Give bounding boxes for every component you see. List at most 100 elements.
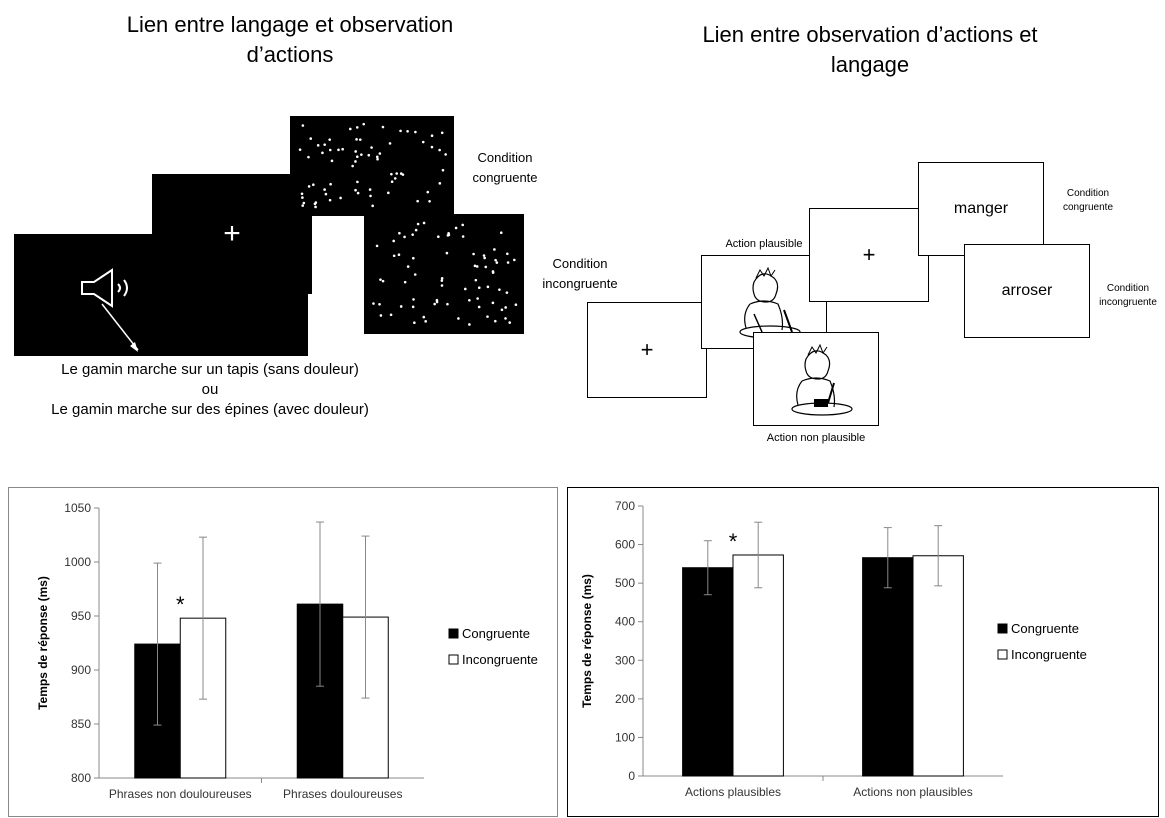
- significance-star: *: [176, 592, 185, 617]
- light-dot: [461, 235, 465, 238]
- light-dot: [504, 306, 507, 309]
- y-tick-label: 0: [628, 769, 635, 783]
- light-dot: [498, 288, 501, 291]
- y-tick-label: 500: [615, 576, 635, 590]
- word-incongruent: arroser: [1001, 282, 1053, 299]
- light-dot: [457, 317, 460, 320]
- bar: [862, 557, 914, 777]
- bar-chart-right: 0 100 200 300 400 500 600 700 Temps de réponse (…: [580, 499, 1087, 799]
- legend-label: Incongruente: [462, 652, 538, 667]
- x-tick-label: Phrases douloureuses: [283, 787, 402, 801]
- chart-panel-left: 800 850 900 950 1000 1050 Temps de réponse (ms…: [8, 487, 558, 817]
- light-dot: [447, 232, 450, 235]
- dots-screen-incongruent: [364, 214, 524, 334]
- light-dot: [491, 301, 495, 305]
- light-dot: [372, 302, 375, 305]
- y-tick-label: 800: [71, 771, 91, 785]
- light-dot: [399, 172, 403, 175]
- light-dot: [430, 145, 434, 149]
- fixation-cross-left: +: [223, 217, 241, 250]
- light-dot: [376, 157, 379, 161]
- light-dot: [356, 191, 360, 195]
- light-dot: [508, 321, 512, 324]
- light-dot: [399, 129, 402, 133]
- y-tick-label: 200: [615, 692, 635, 706]
- light-dot: [375, 155, 379, 159]
- word-screen-incongruent: arroser: [964, 244, 1090, 338]
- light-dot: [379, 314, 383, 317]
- light-dot: [421, 140, 425, 144]
- light-dot: [416, 222, 420, 226]
- light-dot: [406, 265, 410, 268]
- y-axis-label: Temps de réponse (ms): [580, 574, 594, 708]
- light-dot: [341, 147, 344, 151]
- light-dot: [355, 126, 359, 129]
- light-dot: [413, 321, 416, 325]
- word-screen-congruent: manger: [918, 162, 1044, 256]
- light-dot: [355, 138, 358, 141]
- light-dot: [302, 201, 306, 205]
- light-dot: [412, 256, 415, 260]
- x-tick-label: Phrases non douloureuses: [109, 787, 252, 801]
- y-tick-label: 400: [615, 615, 635, 629]
- light-dot: [301, 196, 304, 199]
- light-dot: [444, 153, 447, 156]
- light-dot: [513, 258, 516, 262]
- light-dot: [378, 152, 382, 155]
- dots-screen-congruent: [290, 116, 454, 216]
- light-dot: [300, 192, 304, 196]
- light-dot: [312, 183, 315, 187]
- light-dot: [477, 305, 481, 309]
- light-dot: [504, 317, 507, 320]
- left-title-line1: Lien entre langage et observation: [126, 12, 454, 37]
- light-dot: [381, 279, 385, 283]
- light-dot: [379, 278, 382, 281]
- legend-swatch: [997, 623, 1008, 634]
- left-incongruent-line1: Condition: [552, 256, 608, 271]
- light-dot: [307, 185, 311, 188]
- light-dot: [433, 302, 436, 306]
- light-dot: [370, 146, 373, 149]
- light-dot: [309, 137, 313, 140]
- light-dot: [474, 278, 478, 282]
- light-dot: [349, 127, 352, 131]
- light-dot: [390, 172, 393, 176]
- light-dot: [392, 254, 396, 258]
- light-dot: [440, 279, 444, 282]
- light-dot: [411, 233, 414, 236]
- light-dot: [438, 148, 441, 152]
- light-dot: [468, 323, 471, 326]
- light-dot: [328, 138, 331, 141]
- y-tick-label: 900: [71, 663, 91, 677]
- light-dot: [313, 202, 317, 206]
- light-dot: [362, 122, 366, 126]
- right-label-incongruent: Condition incongruente: [1092, 282, 1164, 310]
- fixation-cross-right-back: +: [862, 242, 876, 267]
- light-dot: [424, 320, 427, 323]
- x-tick-label: Actions plausibles: [685, 785, 781, 799]
- light-dot: [414, 228, 418, 232]
- light-dot: [494, 258, 497, 262]
- light-dot: [375, 244, 379, 248]
- light-dot: [406, 129, 409, 133]
- y-tick-label: 1000: [64, 555, 91, 569]
- light-dot: [416, 199, 419, 203]
- light-dot: [454, 226, 458, 230]
- left-congruent-line1: Condition: [477, 150, 533, 165]
- light-dot: [505, 291, 509, 294]
- right-title-line2: langage: [830, 52, 910, 77]
- light-dot: [358, 138, 362, 141]
- left-label-incongruent: Condition incongruente: [530, 254, 630, 294]
- person-eating-wrong-icon: [791, 343, 853, 416]
- light-dot: [301, 124, 305, 127]
- light-dot: [323, 143, 326, 146]
- light-dot: [389, 313, 393, 317]
- light-dot: [328, 198, 332, 202]
- light-dot: [371, 204, 374, 208]
- light-dot: [339, 196, 342, 200]
- light-dot: [422, 221, 426, 225]
- light-dot: [440, 131, 444, 135]
- light-dot: [354, 160, 357, 163]
- light-dot: [482, 254, 486, 257]
- label-action-non-plausible: Action non plausible: [766, 432, 866, 444]
